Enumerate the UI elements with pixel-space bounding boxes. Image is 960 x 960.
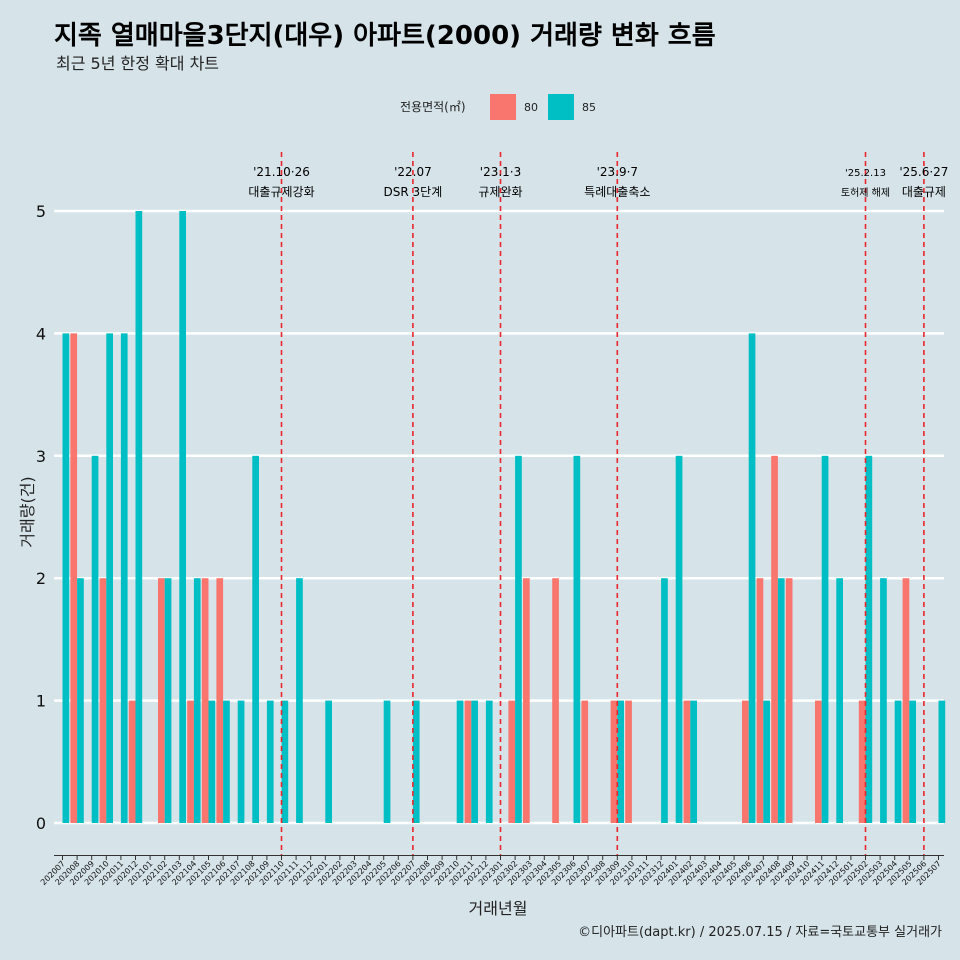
bar-80-202010 — [99, 578, 107, 823]
legend-swatch-80 — [490, 94, 516, 120]
y-tick-label: 5 — [36, 202, 46, 221]
legend-label-85: 85 — [582, 101, 596, 114]
bar-80-202411 — [815, 700, 822, 823]
bar-80-202407 — [756, 578, 764, 823]
bar-80-202309 — [610, 700, 618, 823]
chart-subtitle: 최근 5년 한정 확대 차트 — [56, 54, 219, 73]
bar-85-202503 — [880, 578, 887, 823]
bar-80-202310 — [625, 700, 632, 823]
event-label-202309: 특례대출축소 — [584, 185, 650, 199]
y-axis-label: 거래량(건) — [18, 476, 37, 547]
event-label-202110: 대출규제강화 — [248, 185, 314, 199]
bar-85-202107 — [237, 700, 245, 823]
y-tick-label: 0 — [36, 814, 46, 833]
y-tick-label: 1 — [36, 692, 46, 711]
bar-85-202008 — [77, 578, 84, 823]
bar-80-202102 — [158, 578, 165, 823]
y-tick-label: 4 — [36, 324, 46, 343]
bar-80-202104 — [187, 700, 194, 823]
bar-80-202211 — [464, 700, 472, 823]
bar-85-202502 — [865, 455, 873, 823]
bar-85-202009 — [91, 455, 99, 823]
bar-85-202010 — [106, 333, 113, 823]
bar-85-202505 — [909, 700, 916, 823]
bar-80-202012 — [128, 700, 136, 823]
bar-85-202407 — [763, 700, 770, 823]
event-date-202309: '23.9·7 — [597, 165, 638, 179]
event-label-202502: 토허제 해제 — [841, 186, 890, 199]
bar-80-202008 — [70, 333, 78, 823]
y-tick-label: 3 — [36, 447, 46, 466]
bar-85-202406 — [748, 333, 756, 823]
bar-80-202305 — [552, 578, 559, 823]
bar-80-202402 — [683, 700, 691, 823]
x-axis: 2020072020082020092020102020112020122021… — [39, 855, 944, 887]
bar-85-202507 — [938, 700, 946, 823]
bar-85-202302 — [515, 455, 522, 823]
bar-80-202302 — [508, 700, 516, 823]
bar-85-202007 — [62, 333, 70, 823]
bar-85-202102 — [164, 578, 172, 823]
bar-85-202306 — [573, 455, 581, 823]
bar-85-202110 — [281, 700, 289, 823]
bar-85-202211 — [471, 700, 478, 823]
bar-80-202408 — [771, 455, 778, 823]
caption: ©디아파트(dapt.kr) / 2025.07.15 / 자료=국토교통부 실… — [578, 925, 942, 940]
bar-85-202408 — [777, 578, 785, 823]
bar-80-202502 — [858, 700, 866, 823]
bar-85-202504 — [894, 700, 902, 823]
legend-swatch-85 — [548, 94, 574, 120]
bar-80-202409 — [785, 578, 793, 823]
event-date-202207: '22.07 — [394, 165, 432, 179]
bar-85-202205 — [383, 700, 391, 823]
bar-85-202207 — [412, 700, 420, 823]
event-date-202502: '25.2.13 — [845, 168, 886, 179]
bar-85-202201 — [325, 700, 332, 823]
bar-85-202412 — [836, 578, 843, 823]
bar-85-202103 — [179, 211, 186, 823]
bar-80-202303 — [523, 578, 530, 823]
legend-label-80: 80 — [524, 101, 538, 114]
chart-title: 지족 열매마을3단지(대우) 아파트(2000) 거래량 변화 흐름 — [54, 21, 716, 51]
bar-85-202212 — [485, 700, 493, 823]
bars — [62, 211, 946, 823]
event-label-202301: 규제완화 — [478, 185, 522, 199]
x-axis-label: 거래년월 — [469, 899, 528, 918]
bar-80-202106 — [216, 578, 224, 823]
legend-title: 전용면적(㎡) — [400, 100, 466, 114]
bar-80-202105 — [201, 578, 209, 823]
event-date-202506: '25.6·27 — [899, 165, 948, 179]
bar-85-202109 — [266, 700, 274, 823]
bar-85-202312 — [661, 578, 668, 823]
bar-85-202309 — [617, 700, 624, 823]
bar-85-202411 — [821, 455, 829, 823]
bar-85-202104 — [193, 578, 201, 823]
bar-80-202505 — [902, 578, 910, 823]
bar-85-202011 — [120, 333, 128, 823]
event-label-202506: 대출규제 — [902, 185, 946, 199]
bar-85-202111 — [296, 578, 303, 823]
bar-80-202307 — [581, 700, 589, 823]
y-axis: 0 1 2 3 4 5 — [36, 202, 46, 833]
event-date-202110: '21.10·26 — [253, 165, 310, 179]
y-tick-label: 2 — [36, 569, 46, 588]
bar-80-202406 — [742, 700, 749, 823]
legend: 전용면적(㎡) 80 85 — [400, 94, 596, 120]
bar-85-202401 — [675, 455, 683, 823]
bar-85-202105 — [208, 700, 216, 823]
event-lines — [280, 152, 925, 855]
bar-85-202012 — [135, 211, 143, 823]
event-annotations: '21.10·26 대출규제강화 '22.07 DSR 3단계 '23.1·3 규제완화 '… — [248, 165, 948, 199]
bar-85-202402 — [690, 700, 697, 823]
bar-85-202108 — [252, 455, 259, 823]
event-date-202301: '23.1·3 — [480, 165, 521, 179]
bar-85-202106 — [223, 700, 230, 823]
event-label-202207: DSR 3단계 — [384, 185, 443, 199]
bar-85-202210 — [456, 700, 464, 823]
